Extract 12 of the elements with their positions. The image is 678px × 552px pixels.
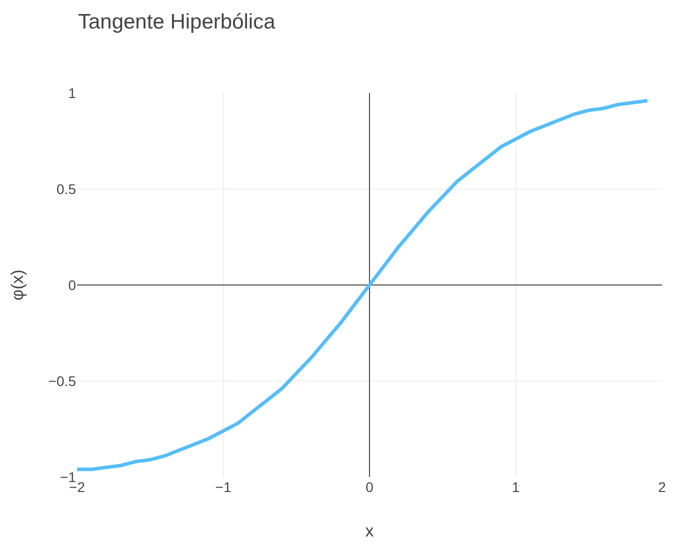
line-series	[77, 98, 650, 472]
x-tick-label: 1	[512, 479, 520, 495]
x-tick-label: 2	[658, 479, 666, 495]
y-tick-label: 0.5	[56, 180, 76, 197]
y-tick-label: 1	[68, 84, 76, 101]
y-tick-label: 0	[68, 276, 76, 293]
x-tick-label: −1	[215, 479, 232, 495]
x-axis-title: x	[365, 521, 374, 540]
x-tick-label: 0	[366, 479, 374, 495]
y-tick-label: −0.5	[48, 372, 76, 389]
y-axis-title: φ(x)	[8, 270, 27, 300]
chart-title: Tangente Hiperbólica	[78, 10, 276, 34]
